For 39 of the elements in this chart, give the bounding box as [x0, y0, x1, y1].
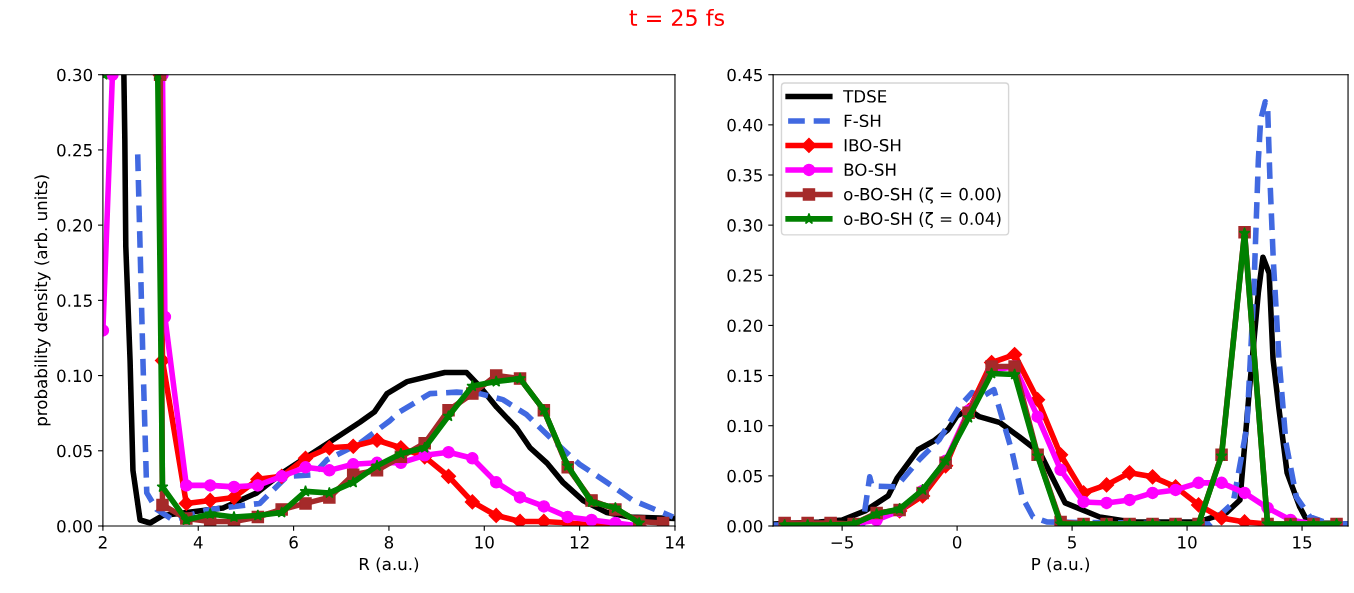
y-tick-label: 0.30 [57, 68, 93, 82]
y-tick-label: 0.15 [727, 369, 762, 383]
y-tick-label: 0.15 [57, 294, 92, 307]
y-tick-label: 0.35 [727, 168, 762, 182]
x-tick-label: 5 [1068, 536, 1076, 549]
y-tick-label: 0.05 [57, 444, 92, 458]
x-tick-label: 15 [1293, 536, 1312, 549]
legend-label: o-BO-SH (ζ = 0.00) [844, 187, 1001, 204]
x-tick-label: −5 [831, 536, 853, 549]
y-tick-label: 0.10 [727, 419, 763, 433]
y-tick-label: 0.25 [727, 269, 762, 282]
x-tick-label: 12 [570, 536, 589, 549]
y-tick-label: 0.20 [727, 319, 763, 332]
x-axis-title: R (a.u.) [359, 557, 419, 573]
x-tick-label: 10 [475, 536, 494, 549]
legend-label: o-BO-SH (ζ = 0.04) [844, 212, 1001, 229]
x-tick-label: 14 [666, 536, 685, 549]
y-tick-label: 0.10 [57, 369, 93, 383]
legend-label: F-SH [844, 114, 881, 128]
y-tick-label: 0.45 [727, 68, 762, 82]
x-tick-label: 0 [952, 536, 962, 549]
legend-label: BO-SH [844, 163, 896, 177]
y-tick-label: 0.00 [57, 519, 93, 533]
chart-title: t = 25 fs [629, 8, 725, 27]
x-tick-label: 8 [384, 536, 394, 549]
y-tick-label: 0.20 [57, 219, 93, 232]
legend-label: IBO-SH [844, 138, 901, 152]
x-tick-label: 2 [98, 536, 107, 549]
y-tick-label: 0.25 [57, 143, 92, 157]
x-tick-label: 10 [1178, 536, 1197, 549]
y-tick-label: 0.30 [727, 219, 763, 232]
y-axis-title: probability density (arb. units) [34, 175, 51, 426]
legend-label: TDSE [843, 90, 887, 103]
y-tick-label: 0.05 [727, 469, 762, 483]
x-axis-title: P (a.u.) [1032, 557, 1090, 573]
x-tick-label: 4 [193, 536, 203, 549]
x-tick-label: 6 [289, 536, 298, 549]
y-tick-label: 0.00 [727, 519, 763, 533]
y-tick-label: 0.40 [727, 118, 763, 132]
